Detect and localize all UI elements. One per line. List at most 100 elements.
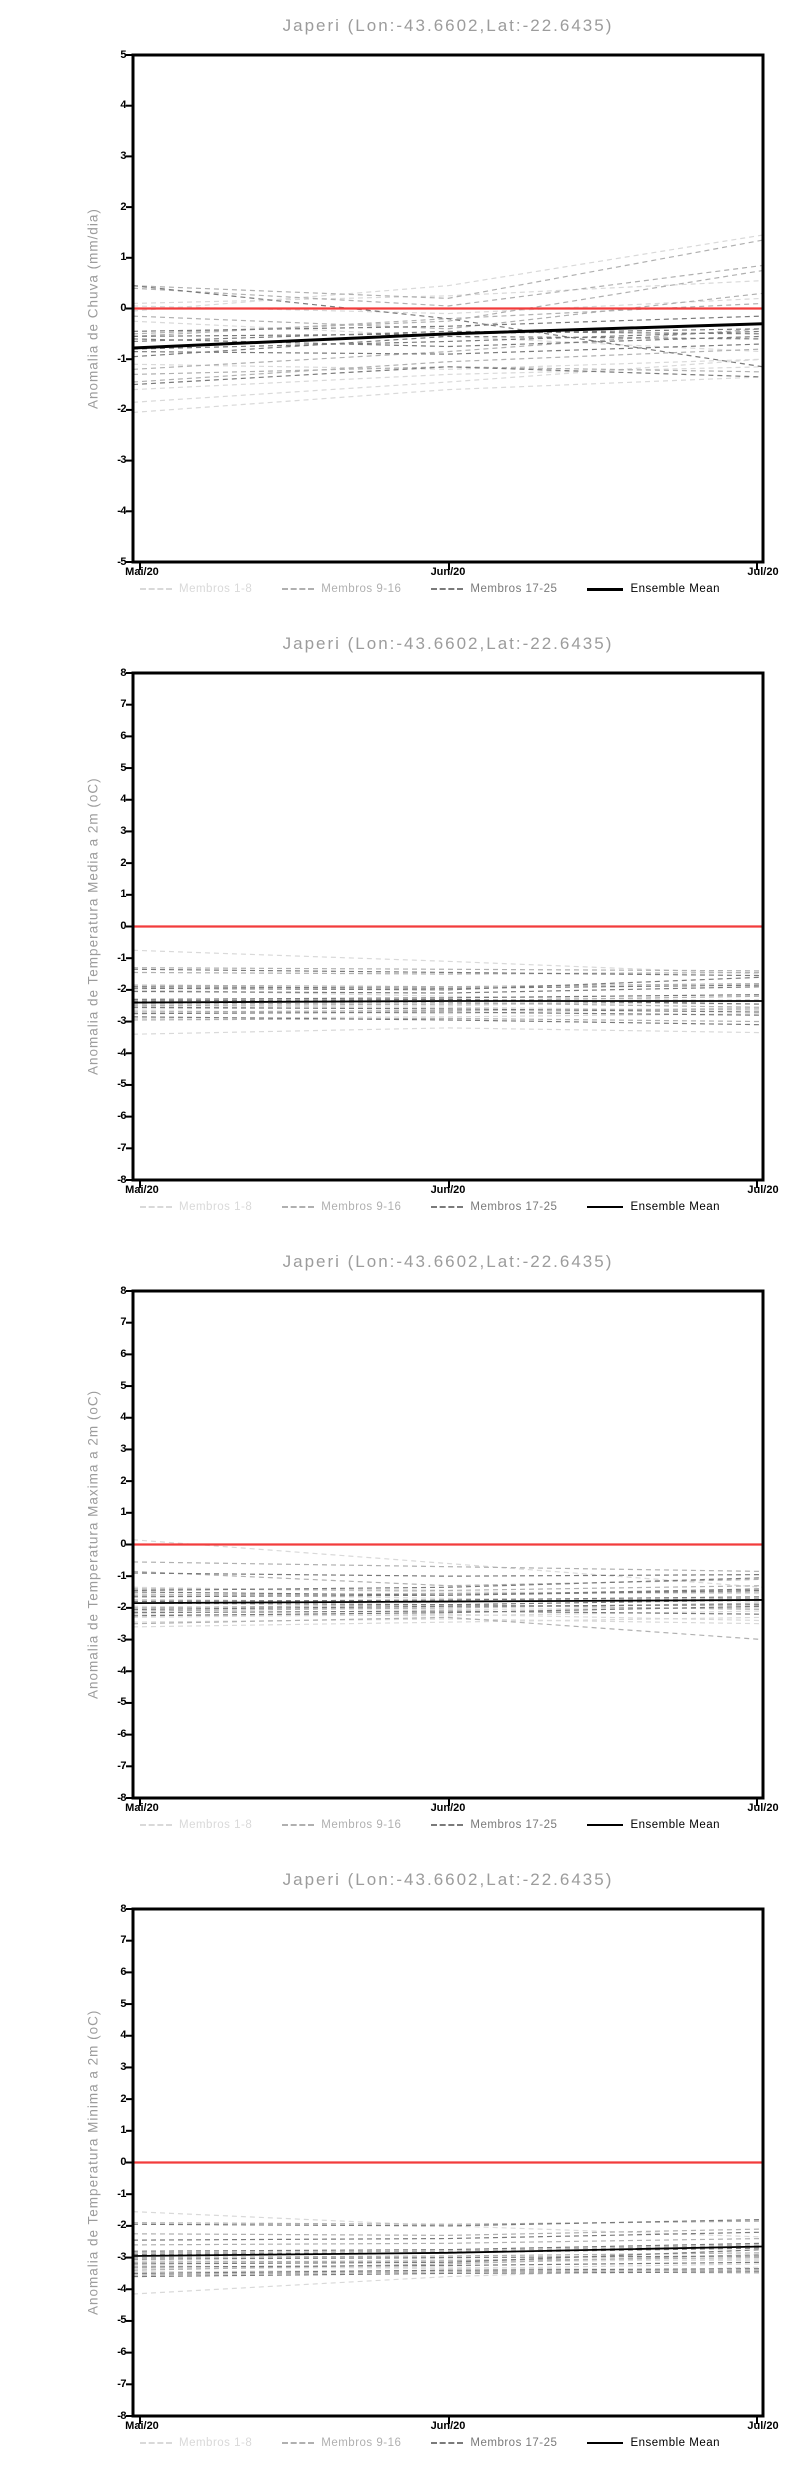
- member-line: [132, 1539, 764, 1588]
- legend-line-dashed-icon: [431, 1824, 464, 1826]
- legend-item: Membros 9-16: [282, 2437, 401, 2449]
- legend-line-dashed-icon: [140, 1206, 172, 1208]
- legend-line-solid-icon: [587, 2442, 624, 2444]
- y-tick-label: 0: [120, 920, 126, 932]
- legend-item: Ensemble Mean: [587, 1819, 720, 1831]
- legend-label: Membros 1-8: [179, 1819, 253, 1831]
- legend-label: Membros 9-16: [321, 583, 402, 595]
- y-tick-label: 4: [120, 99, 126, 112]
- legend-line-dashed-icon: [282, 1206, 315, 1208]
- y-tick-label: -4: [117, 2282, 126, 2295]
- y-tick-label: -8: [117, 2409, 126, 2422]
- legend-item: Membros 1-8: [140, 1201, 252, 1213]
- y-tick-label: 6: [120, 1347, 126, 1360]
- chart-title: Japeri (Lon:-43.6602,Lat:-22.6435): [282, 16, 614, 35]
- y-tick-label: -8: [117, 1173, 126, 1186]
- member-line: [132, 1613, 764, 1622]
- y-tick-label: 2: [120, 2092, 126, 2105]
- chart-title: Japeri (Lon:-43.6602,Lat:-22.6435): [282, 634, 614, 653]
- y-tick-label: -3: [117, 454, 126, 467]
- member-line: [132, 2255, 764, 2262]
- y-tick-label: 7: [120, 1316, 126, 1329]
- member-line: [132, 1572, 764, 1577]
- legend-item: Membros 1-8: [140, 1819, 252, 1831]
- member-line: [132, 269, 764, 335]
- member-line: [132, 2268, 764, 2275]
- member-line: [132, 1016, 764, 1026]
- y-tick-label: -5: [117, 2314, 126, 2327]
- ensemble-chart-4: Japeri (Lon:-43.6602,Lat:-22.6435) Anomal…: [0, 1854, 800, 2472]
- legend-line-dashed-icon: [140, 2442, 172, 2444]
- member-line: [132, 1561, 764, 1573]
- ensemble-mean-line: [132, 322, 764, 350]
- y-tick-label: 1: [120, 2124, 126, 2137]
- member-line: [132, 2231, 764, 2241]
- y-tick-label: 5: [120, 761, 126, 774]
- member-line: [132, 1605, 764, 1617]
- plot-border: [131, 53, 765, 564]
- member-line: [132, 366, 764, 386]
- member-line: [132, 348, 764, 383]
- legend-line-dashed-icon: [282, 2442, 315, 2444]
- legend-line-dashed-icon: [282, 1824, 315, 1826]
- member-line: [132, 1017, 764, 1023]
- member-line: [132, 1589, 764, 1598]
- member-line: [132, 335, 764, 348]
- y-tick-label: 0: [120, 302, 126, 314]
- legend-label: Membros 17-25: [470, 1201, 558, 1213]
- member-line: [132, 2261, 764, 2268]
- member-line: [132, 330, 764, 343]
- x-tick-label: Mai/20: [125, 2420, 159, 2432]
- member-line: [132, 358, 764, 403]
- y-tick-label: 2: [120, 200, 126, 213]
- legend-label: Ensemble Mean: [630, 2437, 721, 2449]
- y-tick-label: -1: [117, 2187, 126, 2200]
- member-line: [132, 366, 764, 391]
- y-tick-label: -1: [117, 352, 126, 365]
- y-tick-label: -8: [117, 1791, 126, 1804]
- legend-label: Membros 17-25: [470, 583, 558, 595]
- plot-border: [131, 671, 765, 1182]
- plot-area-svg: [126, 1907, 765, 2424]
- y-tick-label: -7: [117, 1141, 126, 1154]
- legend-item: Ensemble Mean: [587, 1201, 720, 1213]
- y-tick-label: 7: [120, 698, 126, 711]
- member-line: [132, 998, 764, 1005]
- y-tick-label: 4: [120, 2029, 126, 2042]
- axis-ticks: [126, 672, 758, 1188]
- y-tick-label: 6: [120, 1965, 126, 1978]
- legend-label: Membros 9-16: [321, 2437, 402, 2449]
- y-tick-label: -7: [117, 1759, 126, 1772]
- x-tick-label: Jul/20: [747, 566, 779, 578]
- member-line: [132, 967, 764, 972]
- ensemble-mean-line: [132, 1000, 763, 1004]
- member-group-1: [132, 234, 764, 414]
- y-tick-label: -6: [117, 1728, 126, 1741]
- plot-border: [131, 1289, 765, 1800]
- member-line: [132, 976, 764, 991]
- member-line: [132, 984, 764, 989]
- member-line: [132, 1006, 764, 1013]
- member-line: [132, 1008, 764, 1013]
- member-line: [132, 2269, 764, 2276]
- x-tick-label: Jun/20: [430, 2420, 466, 2432]
- y-tick-label: 8: [120, 1902, 126, 1915]
- legend-line-dashed-icon: [140, 1824, 172, 1826]
- y-tick-label: -4: [117, 1664, 126, 1677]
- ensemble-chart-3: Japeri (Lon:-43.6602,Lat:-22.6435) Anomal…: [0, 1236, 800, 1854]
- member-group-2: [132, 239, 764, 383]
- member-line: [132, 335, 764, 358]
- x-tick-label: Mai/20: [125, 1184, 159, 1196]
- legend-item: Membros 9-16: [282, 583, 401, 595]
- x-tick-label: Jul/20: [747, 1802, 779, 1814]
- member-line: [132, 343, 764, 355]
- member-line: [132, 239, 764, 299]
- legend-label: Membros 1-8: [179, 2437, 253, 2449]
- y-tick-label: -3: [117, 1633, 126, 1646]
- plot-border: [131, 1907, 765, 2418]
- x-tick-label: Jun/20: [430, 566, 466, 578]
- member-line: [132, 2218, 764, 2227]
- y-tick-label: 8: [120, 1284, 126, 1297]
- member-line: [132, 1577, 764, 1592]
